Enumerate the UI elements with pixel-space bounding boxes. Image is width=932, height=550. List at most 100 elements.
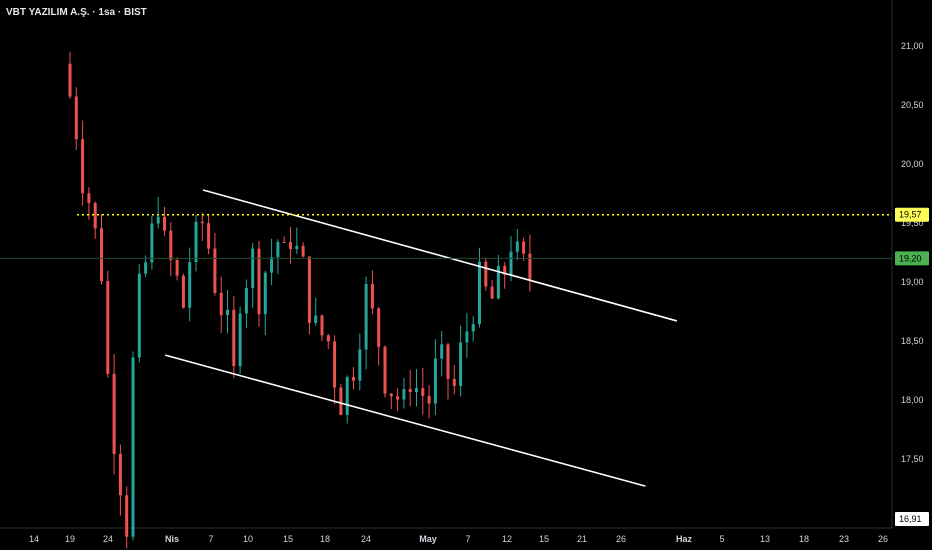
candle-body xyxy=(478,261,481,325)
time-axis[interactable]: 14 19 24 Nis 7 10 15 18 24 May 7 12 15 21 26 Haz 5 13 18 23… xyxy=(29,534,888,544)
time-tick-label: 5 xyxy=(719,534,724,544)
lower-trend-line xyxy=(164,354,646,487)
candle-body xyxy=(333,341,337,388)
candle-body xyxy=(232,309,236,367)
candle-body xyxy=(307,256,311,323)
time-tick-label: 24 xyxy=(361,534,371,544)
candle-body xyxy=(81,139,85,194)
candle-body xyxy=(471,324,475,332)
candle-body xyxy=(484,261,488,287)
time-tick-label: 19 xyxy=(65,534,75,544)
candle-body xyxy=(301,245,305,257)
candle-body xyxy=(270,257,274,273)
candle-body xyxy=(421,388,425,396)
candle-body xyxy=(263,272,267,315)
overlays-group xyxy=(0,189,892,487)
time-tick-label: Nis xyxy=(165,534,179,544)
candle-body xyxy=(125,495,129,537)
candle-body xyxy=(446,344,450,379)
candle-body xyxy=(490,286,494,299)
time-tick-label: 18 xyxy=(320,534,330,544)
price-axis[interactable]: 21,00 20,50 20,00 19,50 19,00 18,50 18,00 17,50 xyxy=(901,41,924,464)
price-tick-label: 21,00 xyxy=(901,41,924,51)
candle-body xyxy=(194,221,198,263)
candle-body xyxy=(377,308,381,347)
candle-body xyxy=(244,287,248,314)
candle-body xyxy=(496,265,500,299)
last-price-badge-bg xyxy=(895,251,929,266)
candle-body xyxy=(163,216,166,231)
candle-body xyxy=(226,309,229,316)
time-tick-label: 15 xyxy=(283,534,293,544)
price-tick-label: 20,50 xyxy=(901,100,924,110)
candles-group xyxy=(68,51,532,549)
candle-body xyxy=(370,283,374,309)
time-tick-label: 12 xyxy=(502,534,512,544)
candle-body xyxy=(339,387,343,416)
time-tick-label: 7 xyxy=(208,534,213,544)
candle-body xyxy=(396,396,400,400)
time-tick-label: 14 xyxy=(29,534,39,544)
candle-body xyxy=(320,315,324,336)
time-tick-label: 13 xyxy=(760,534,770,544)
candle-body xyxy=(200,221,204,224)
candle-body xyxy=(238,313,242,367)
time-tick-label: 15 xyxy=(539,534,549,544)
time-tick-label: 23 xyxy=(839,534,849,544)
candle-body xyxy=(93,203,97,229)
candle-body xyxy=(440,344,444,359)
candle-body xyxy=(219,292,223,316)
candle-body xyxy=(465,331,469,343)
candle-body xyxy=(276,241,280,258)
candle-body xyxy=(389,393,393,397)
min-price-badge-label: 16,91 xyxy=(899,514,922,524)
candle-body xyxy=(257,248,261,315)
candle-body xyxy=(326,335,330,342)
candle-body xyxy=(364,283,368,350)
symbol-title: VBT YAZILIM A.Ş. · 1sa · BIST xyxy=(6,7,147,18)
candle-body xyxy=(131,357,135,537)
candle-body xyxy=(345,377,349,416)
candle-body xyxy=(282,241,286,243)
time-tick-label: Haz xyxy=(676,534,693,544)
candle-body xyxy=(408,389,412,393)
candle-body xyxy=(358,349,362,381)
candle-body xyxy=(509,251,513,275)
candle-body xyxy=(175,260,179,276)
time-tick-label: 10 xyxy=(243,534,253,544)
candle-body xyxy=(415,388,418,393)
time-tick-label: May xyxy=(419,534,437,544)
candle-body xyxy=(156,216,160,224)
candle-body xyxy=(503,265,507,275)
candle-body xyxy=(459,342,463,386)
candle-body xyxy=(402,389,406,400)
time-tick-label: 21 xyxy=(577,534,587,544)
time-tick-label: 26 xyxy=(878,534,888,544)
candle-body xyxy=(74,96,78,140)
candle-body xyxy=(528,253,532,280)
candle-body xyxy=(112,373,116,454)
price-tick-label: 19,50 xyxy=(901,218,924,228)
candle-body xyxy=(87,193,91,204)
candle-body xyxy=(181,275,185,308)
candle-body xyxy=(137,273,141,358)
time-tick-label: 7 xyxy=(465,534,470,544)
last-price-badge-label: 19,20 xyxy=(899,253,922,263)
price-tick-label: 18,50 xyxy=(901,336,924,346)
candle-body xyxy=(207,223,211,249)
price-tick-label: 17,50 xyxy=(901,454,924,464)
candle-body xyxy=(433,358,437,404)
min-price-badge-bg xyxy=(895,512,929,526)
candle-body xyxy=(427,395,431,404)
candle-body xyxy=(188,262,192,308)
price-badges: 19,57 19,20 16,91 xyxy=(895,207,929,526)
price-tick-label: 20,00 xyxy=(901,159,924,169)
candle-body xyxy=(169,230,173,261)
candle-body xyxy=(144,262,148,274)
candle-body xyxy=(522,241,526,254)
candle-body xyxy=(314,315,318,323)
level-badge-bg xyxy=(895,207,929,222)
candle-body xyxy=(100,228,103,282)
candle-body xyxy=(106,281,110,374)
